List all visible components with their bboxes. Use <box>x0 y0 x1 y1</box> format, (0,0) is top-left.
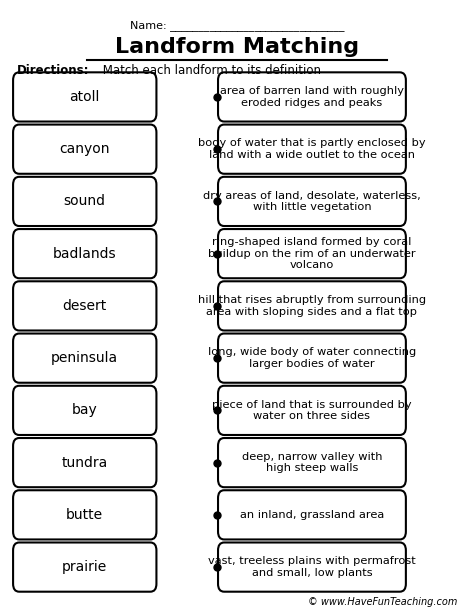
Text: peninsula: peninsula <box>51 351 118 365</box>
Text: body of water that is partly enclosed by
land with a wide outlet to the ocean: body of water that is partly enclosed by… <box>198 139 426 160</box>
Text: prairie: prairie <box>62 560 108 574</box>
Text: deep, narrow valley with
high steep walls: deep, narrow valley with high steep wall… <box>242 452 382 473</box>
Text: piece of land that is surrounded by
water on three sides: piece of land that is surrounded by wate… <box>212 400 412 421</box>
FancyBboxPatch shape <box>13 386 156 435</box>
Text: ring-shaped island formed by coral
buildup on the rim of an underwater
volcano: ring-shaped island formed by coral build… <box>208 237 416 270</box>
Text: desert: desert <box>63 299 107 313</box>
FancyBboxPatch shape <box>13 177 156 226</box>
FancyBboxPatch shape <box>218 72 406 121</box>
Text: area of barren land with roughly
eroded ridges and peaks: area of barren land with roughly eroded … <box>220 86 404 108</box>
Text: Name: _______________________________: Name: _______________________________ <box>130 20 344 31</box>
Text: Landform Matching: Landform Matching <box>115 37 359 56</box>
Text: Directions:: Directions: <box>17 64 89 77</box>
Text: tundra: tundra <box>62 455 108 470</box>
FancyBboxPatch shape <box>13 281 156 330</box>
Text: canyon: canyon <box>60 142 110 156</box>
FancyBboxPatch shape <box>218 490 406 539</box>
Text: vast, treeless plains with permafrost
and small, low plants: vast, treeless plains with permafrost an… <box>208 556 416 578</box>
FancyBboxPatch shape <box>13 543 156 592</box>
FancyBboxPatch shape <box>13 490 156 539</box>
FancyBboxPatch shape <box>13 229 156 278</box>
Text: dry areas of land, desolate, waterless,
with little vegetation: dry areas of land, desolate, waterless, … <box>203 191 421 212</box>
FancyBboxPatch shape <box>218 281 406 330</box>
Text: hill that rises abruptly from surrounding
area with sloping sides and a flat top: hill that rises abruptly from surroundin… <box>198 295 426 317</box>
FancyBboxPatch shape <box>13 438 156 487</box>
FancyBboxPatch shape <box>13 72 156 121</box>
Text: long, wide body of water connecting
larger bodies of water: long, wide body of water connecting larg… <box>208 348 416 369</box>
FancyBboxPatch shape <box>218 543 406 592</box>
FancyBboxPatch shape <box>13 124 156 173</box>
Text: atoll: atoll <box>70 90 100 104</box>
Text: © www.HaveFunTeaching.com: © www.HaveFunTeaching.com <box>308 597 457 607</box>
Text: butte: butte <box>66 508 103 522</box>
FancyBboxPatch shape <box>218 177 406 226</box>
FancyBboxPatch shape <box>218 333 406 383</box>
FancyBboxPatch shape <box>218 438 406 487</box>
FancyBboxPatch shape <box>13 333 156 383</box>
FancyBboxPatch shape <box>218 124 406 173</box>
Text: an inland, grassland area: an inland, grassland area <box>240 510 384 520</box>
Text: bay: bay <box>72 403 98 417</box>
Text: badlands: badlands <box>53 246 117 261</box>
Text: sound: sound <box>64 194 106 208</box>
FancyBboxPatch shape <box>218 386 406 435</box>
Text: Match each landform to its definition: Match each landform to its definition <box>99 64 321 77</box>
FancyBboxPatch shape <box>218 229 406 278</box>
